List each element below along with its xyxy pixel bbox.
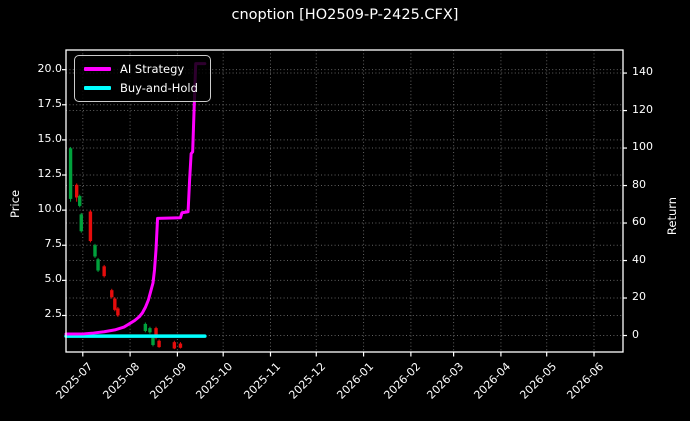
right-axis-tick-label: 0 xyxy=(632,327,639,341)
buy-and-hold-line-swatch xyxy=(84,86,111,90)
legend: AI Strategy Buy-and-Hold xyxy=(74,55,211,102)
legend-item-ai-strategy: AI Strategy xyxy=(84,62,198,76)
right-axis-tick-label: 140 xyxy=(632,65,653,79)
right-axis-tick-label: 60 xyxy=(632,215,646,229)
right-axis-tick-label: 20 xyxy=(632,290,646,303)
chart-title: cnoption [HO2509-P-2425.CFX] xyxy=(231,7,459,23)
left-axis-tick-label: 5.0 xyxy=(44,272,63,286)
left-axis-tick-label: 7.5 xyxy=(44,237,63,251)
right-axis-tick-label: 100 xyxy=(632,140,653,154)
legend-label-buy-and-hold: Buy-and-Hold xyxy=(120,81,198,95)
right-axis-tick-label: 80 xyxy=(632,177,646,191)
left-axis-tick-label: 2.5 xyxy=(44,307,63,321)
legend-item-buy-and-hold: Buy-and-Hold xyxy=(84,81,198,95)
left-axis-tick-label: 20.0 xyxy=(37,61,63,75)
ai-strategy-line-swatch xyxy=(84,67,111,71)
left-axis-tick-label: 10.0 xyxy=(37,202,63,216)
left-axis-tick-label: 12.5 xyxy=(37,167,63,180)
legend-label-ai-strategy: AI Strategy xyxy=(120,62,185,76)
left-axis-tick-label: 15.0 xyxy=(37,131,63,145)
left-axis-tick-label: 17.5 xyxy=(37,96,63,110)
right-axis-label: Return xyxy=(665,196,679,236)
right-axis-tick-label: 120 xyxy=(632,102,653,116)
right-axis-tick-label: 40 xyxy=(632,252,646,266)
